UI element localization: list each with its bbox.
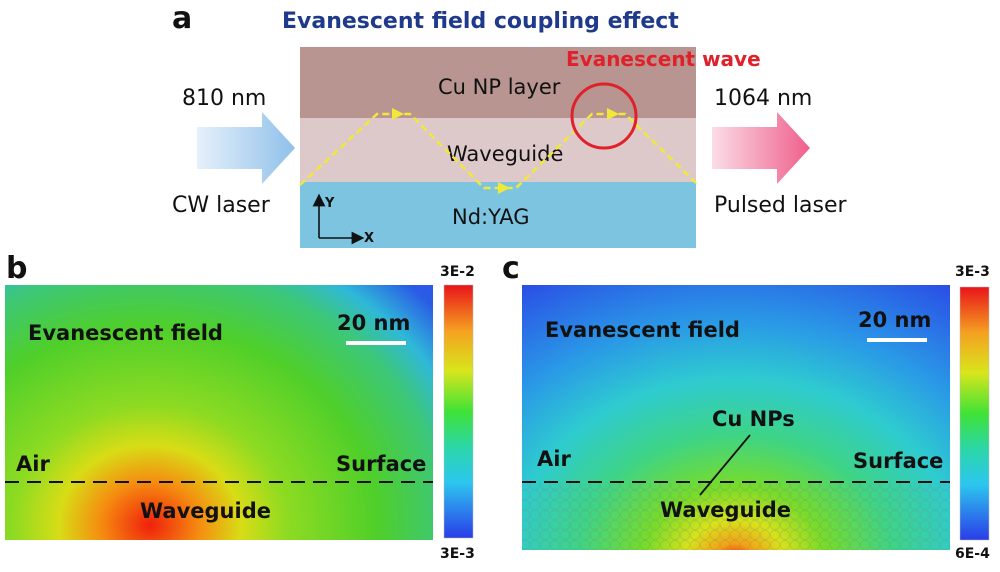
scale-bar-label-c: 20 nm <box>858 308 931 332</box>
beam-arrow-3 <box>607 108 619 120</box>
evanescent-circle <box>570 82 638 150</box>
field-map-b <box>5 285 433 540</box>
panel-b-letter: b <box>6 251 27 286</box>
beam-arrow-1 <box>392 108 404 120</box>
colorbar-c-min: 6E-4 <box>955 546 990 562</box>
particles-label-c: Cu NPs <box>712 407 795 431</box>
waveguide-label-c: Waveguide <box>660 498 791 522</box>
output-laser-arrow <box>712 112 810 184</box>
panel-a-title: Evanescent field coupling effect <box>282 9 679 34</box>
air-label-b: Air <box>16 452 50 476</box>
input-wavelength: 810 nm <box>182 86 266 111</box>
output-wavelength: 1064 nm <box>714 86 812 111</box>
air-label-c: Air <box>537 447 571 471</box>
layer-label-waveguide: Waveguide <box>447 142 563 166</box>
input-laser-type: CW laser <box>172 193 271 218</box>
colorbar-b <box>443 284 474 539</box>
scale-bar-label-b: 20 nm <box>337 311 410 335</box>
surface-label-b: Surface <box>336 452 426 476</box>
waveguide-label-b: Waveguide <box>140 499 271 523</box>
waveguide-layer <box>300 118 696 182</box>
surface-label-c: Surface <box>853 449 943 473</box>
x-axis-label: X <box>364 231 374 246</box>
output-laser-type: Pulsed laser <box>714 193 847 218</box>
layer-label-nd-yag: Nd:YAG <box>452 205 530 229</box>
panel-c-letter: c <box>502 251 520 286</box>
colorbar-b-min: 3E-3 <box>440 546 475 562</box>
colorbar-c <box>959 286 990 541</box>
cu-np-layer <box>300 47 696 118</box>
panel-a-letter: a <box>172 1 192 36</box>
layer-label-cu: Cu NP layer <box>438 75 561 99</box>
colorbar-b-max: 3E-2 <box>440 264 475 280</box>
field-label-b: Evanescent field <box>28 321 223 345</box>
field-label-c: Evanescent field <box>545 318 740 342</box>
input-laser-arrow <box>197 112 295 184</box>
y-axis-label: Y <box>324 196 335 211</box>
cu-np-region <box>522 483 950 550</box>
beam-arrow-2 <box>498 182 510 194</box>
particles-pointer <box>699 434 751 496</box>
evanescent-wave-label: Evanescent wave <box>566 47 761 71</box>
colorbar-c-max: 3E-3 <box>955 264 990 280</box>
